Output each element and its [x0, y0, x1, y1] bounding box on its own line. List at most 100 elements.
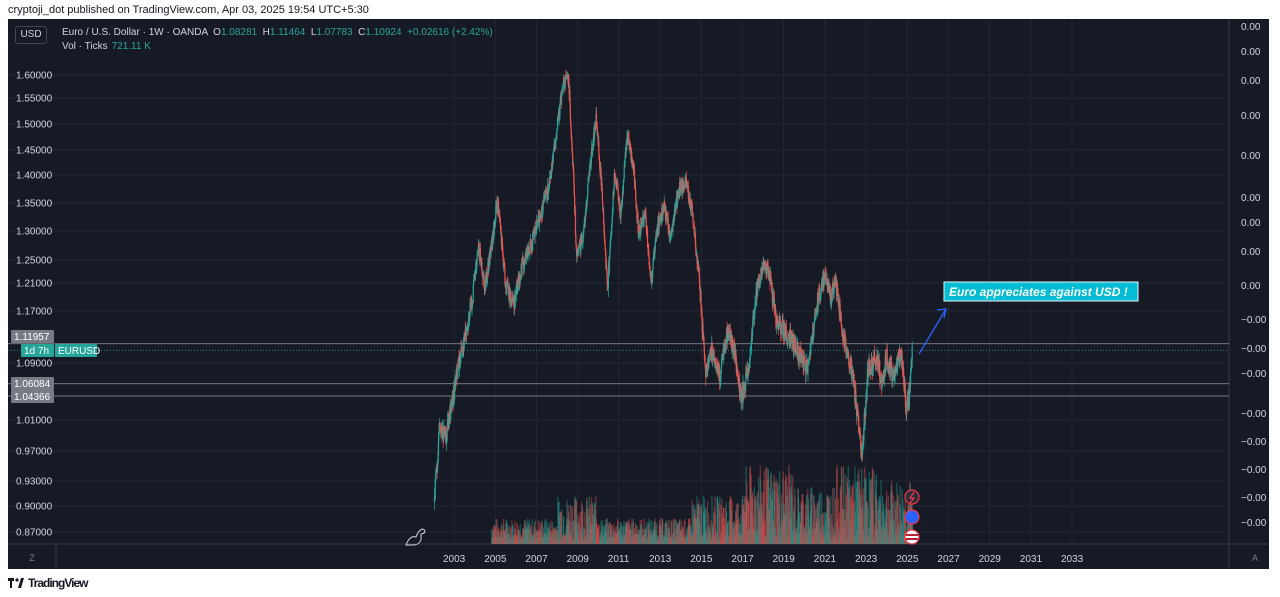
- candle-body: [743, 383, 745, 399]
- y-axis-label: 1.35000: [16, 199, 53, 210]
- volume-bar: [674, 539, 676, 544]
- candle-body: [784, 337, 786, 341]
- volume-bar: [644, 529, 646, 544]
- volume-bar: [718, 503, 720, 544]
- candle-body: [881, 376, 884, 378]
- volume-bar: [515, 538, 517, 544]
- volume-bar: [729, 498, 732, 544]
- candle-body: [583, 223, 585, 228]
- volume-label[interactable]: Vol · Ticks: [62, 41, 108, 52]
- volume-bar: [767, 468, 769, 544]
- volume-bar: [788, 465, 790, 544]
- volume-bar: [626, 521, 629, 544]
- volume-bar: [884, 531, 886, 544]
- volume-bar: [864, 537, 866, 544]
- volume-bar: [891, 491, 893, 544]
- candle-body: [527, 245, 529, 260]
- volume-bar: [842, 509, 844, 544]
- volume-bar: [713, 507, 715, 544]
- candle-body: [904, 382, 906, 391]
- candle-body: [869, 366, 871, 370]
- volume-bar: [659, 525, 661, 544]
- price-chart[interactable]: Euro appreciates against USD !0.870000.9…: [8, 19, 1269, 569]
- candle-body: [656, 228, 658, 230]
- volume-bar: [704, 515, 706, 544]
- candle-body: [770, 278, 772, 280]
- volume-bar: [636, 531, 638, 544]
- volume-bar: [669, 538, 671, 544]
- volume-bar: [870, 479, 872, 544]
- volume-bar: [668, 531, 670, 544]
- volume-bar: [600, 521, 602, 544]
- volume-bar: [542, 537, 544, 544]
- chart-frame[interactable]: Euro appreciates against USD ! 0.87000 0.9…: [8, 19, 1269, 569]
- candle-body: [448, 419, 450, 423]
- volume-bar: [779, 522, 781, 544]
- candle-body: [894, 366, 897, 375]
- candle-body: [665, 211, 667, 222]
- volume-bar: [889, 520, 891, 544]
- volume-bar: [659, 520, 661, 544]
- candle-body: [636, 205, 638, 219]
- auto-scale-button[interactable]: A: [1251, 553, 1258, 563]
- volume-bar: [827, 496, 829, 544]
- volume-bar: [779, 471, 781, 544]
- volume-bar: [800, 522, 802, 544]
- symbol-title[interactable]: Euro / U.S. Dollar · 1W · OANDA: [62, 27, 208, 38]
- candle-body: [711, 349, 714, 361]
- zoom-button[interactable]: Z: [29, 553, 35, 563]
- volume-bar: [808, 529, 810, 544]
- candle-body: [507, 283, 509, 290]
- footer-brand[interactable]: TradingView: [28, 576, 88, 590]
- candle-body: [588, 175, 590, 182]
- candle-body: [566, 75, 568, 77]
- dino-icon: [405, 528, 426, 546]
- volume-bar: [560, 511, 562, 544]
- candle-body: [807, 364, 809, 375]
- volume-bar: [907, 504, 909, 544]
- volume-bar: [680, 520, 683, 544]
- candle-body: [692, 213, 694, 225]
- volume-bar: [734, 525, 736, 544]
- candle-body: [706, 371, 708, 372]
- volume-bar: [539, 521, 541, 544]
- candle-body: [490, 255, 492, 257]
- volume-bar: [672, 533, 674, 544]
- volume-bar: [727, 539, 730, 544]
- volume-bar: [549, 530, 551, 544]
- candle-body: [485, 272, 487, 279]
- volume-bar: [764, 520, 766, 544]
- currency-selector[interactable]: USD: [15, 26, 47, 44]
- volume-bar: [552, 528, 554, 544]
- volume-bar: [497, 530, 500, 544]
- candle-body: [652, 255, 655, 259]
- right-axis-label: −0.00: [1241, 493, 1267, 504]
- candle-body: [740, 385, 742, 391]
- candle-body: [774, 304, 776, 313]
- volume-bar: [578, 516, 580, 544]
- candle-body: [732, 338, 734, 347]
- us-flag-stripe: [906, 534, 918, 536]
- volume-bar: [733, 521, 735, 544]
- volume-bar: [903, 535, 905, 544]
- volume-bar: [725, 511, 728, 544]
- volume-bar: [570, 505, 572, 544]
- candle-body: [700, 291, 702, 310]
- volume-bar: [510, 537, 513, 544]
- volume-bar: [747, 500, 749, 544]
- volume-bar: [806, 531, 809, 544]
- volume-bar: [511, 539, 513, 544]
- candle-body: [460, 347, 462, 349]
- volume-bar: [869, 479, 871, 544]
- candle-body: [448, 414, 450, 423]
- candle-body: [450, 409, 452, 421]
- candle-body: [458, 353, 460, 369]
- volume-bar: [821, 493, 823, 544]
- candle-body: [673, 209, 676, 221]
- volume-bar: [811, 537, 814, 544]
- volume-bar: [700, 507, 702, 544]
- candle-body: [649, 270, 651, 272]
- candle-body: [851, 372, 853, 379]
- candle-body: [883, 372, 886, 380]
- candle-body: [631, 159, 634, 164]
